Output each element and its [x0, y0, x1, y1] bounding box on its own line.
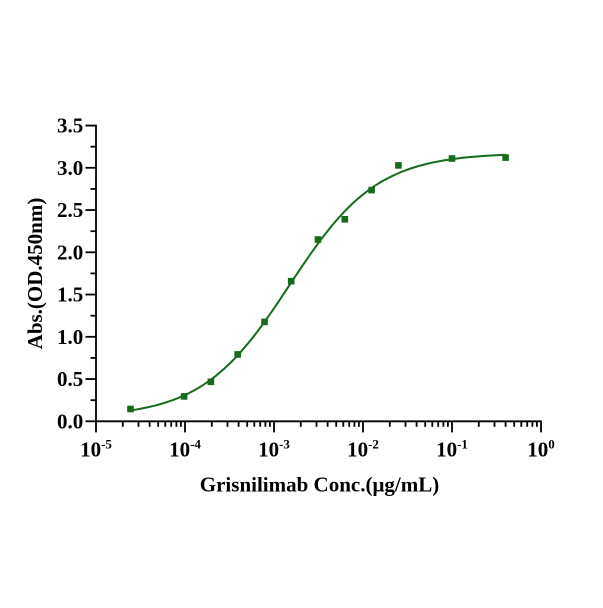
svg-text:2.0: 2.0: [57, 240, 83, 264]
svg-text:Abs.(OD.450nm): Abs.(OD.450nm): [23, 198, 47, 350]
svg-text:1.5: 1.5: [57, 283, 83, 307]
svg-text:Grisnilimab Conc.(μg/mL): Grisnilimab Conc.(μg/mL): [200, 472, 439, 496]
svg-text:3.5: 3.5: [57, 114, 83, 138]
svg-text:2.5: 2.5: [57, 198, 83, 222]
svg-text:1.0: 1.0: [57, 325, 83, 349]
svg-text:3.0: 3.0: [57, 156, 83, 180]
svg-text:0.0: 0.0: [57, 409, 83, 433]
svg-text:0.5: 0.5: [57, 367, 83, 391]
